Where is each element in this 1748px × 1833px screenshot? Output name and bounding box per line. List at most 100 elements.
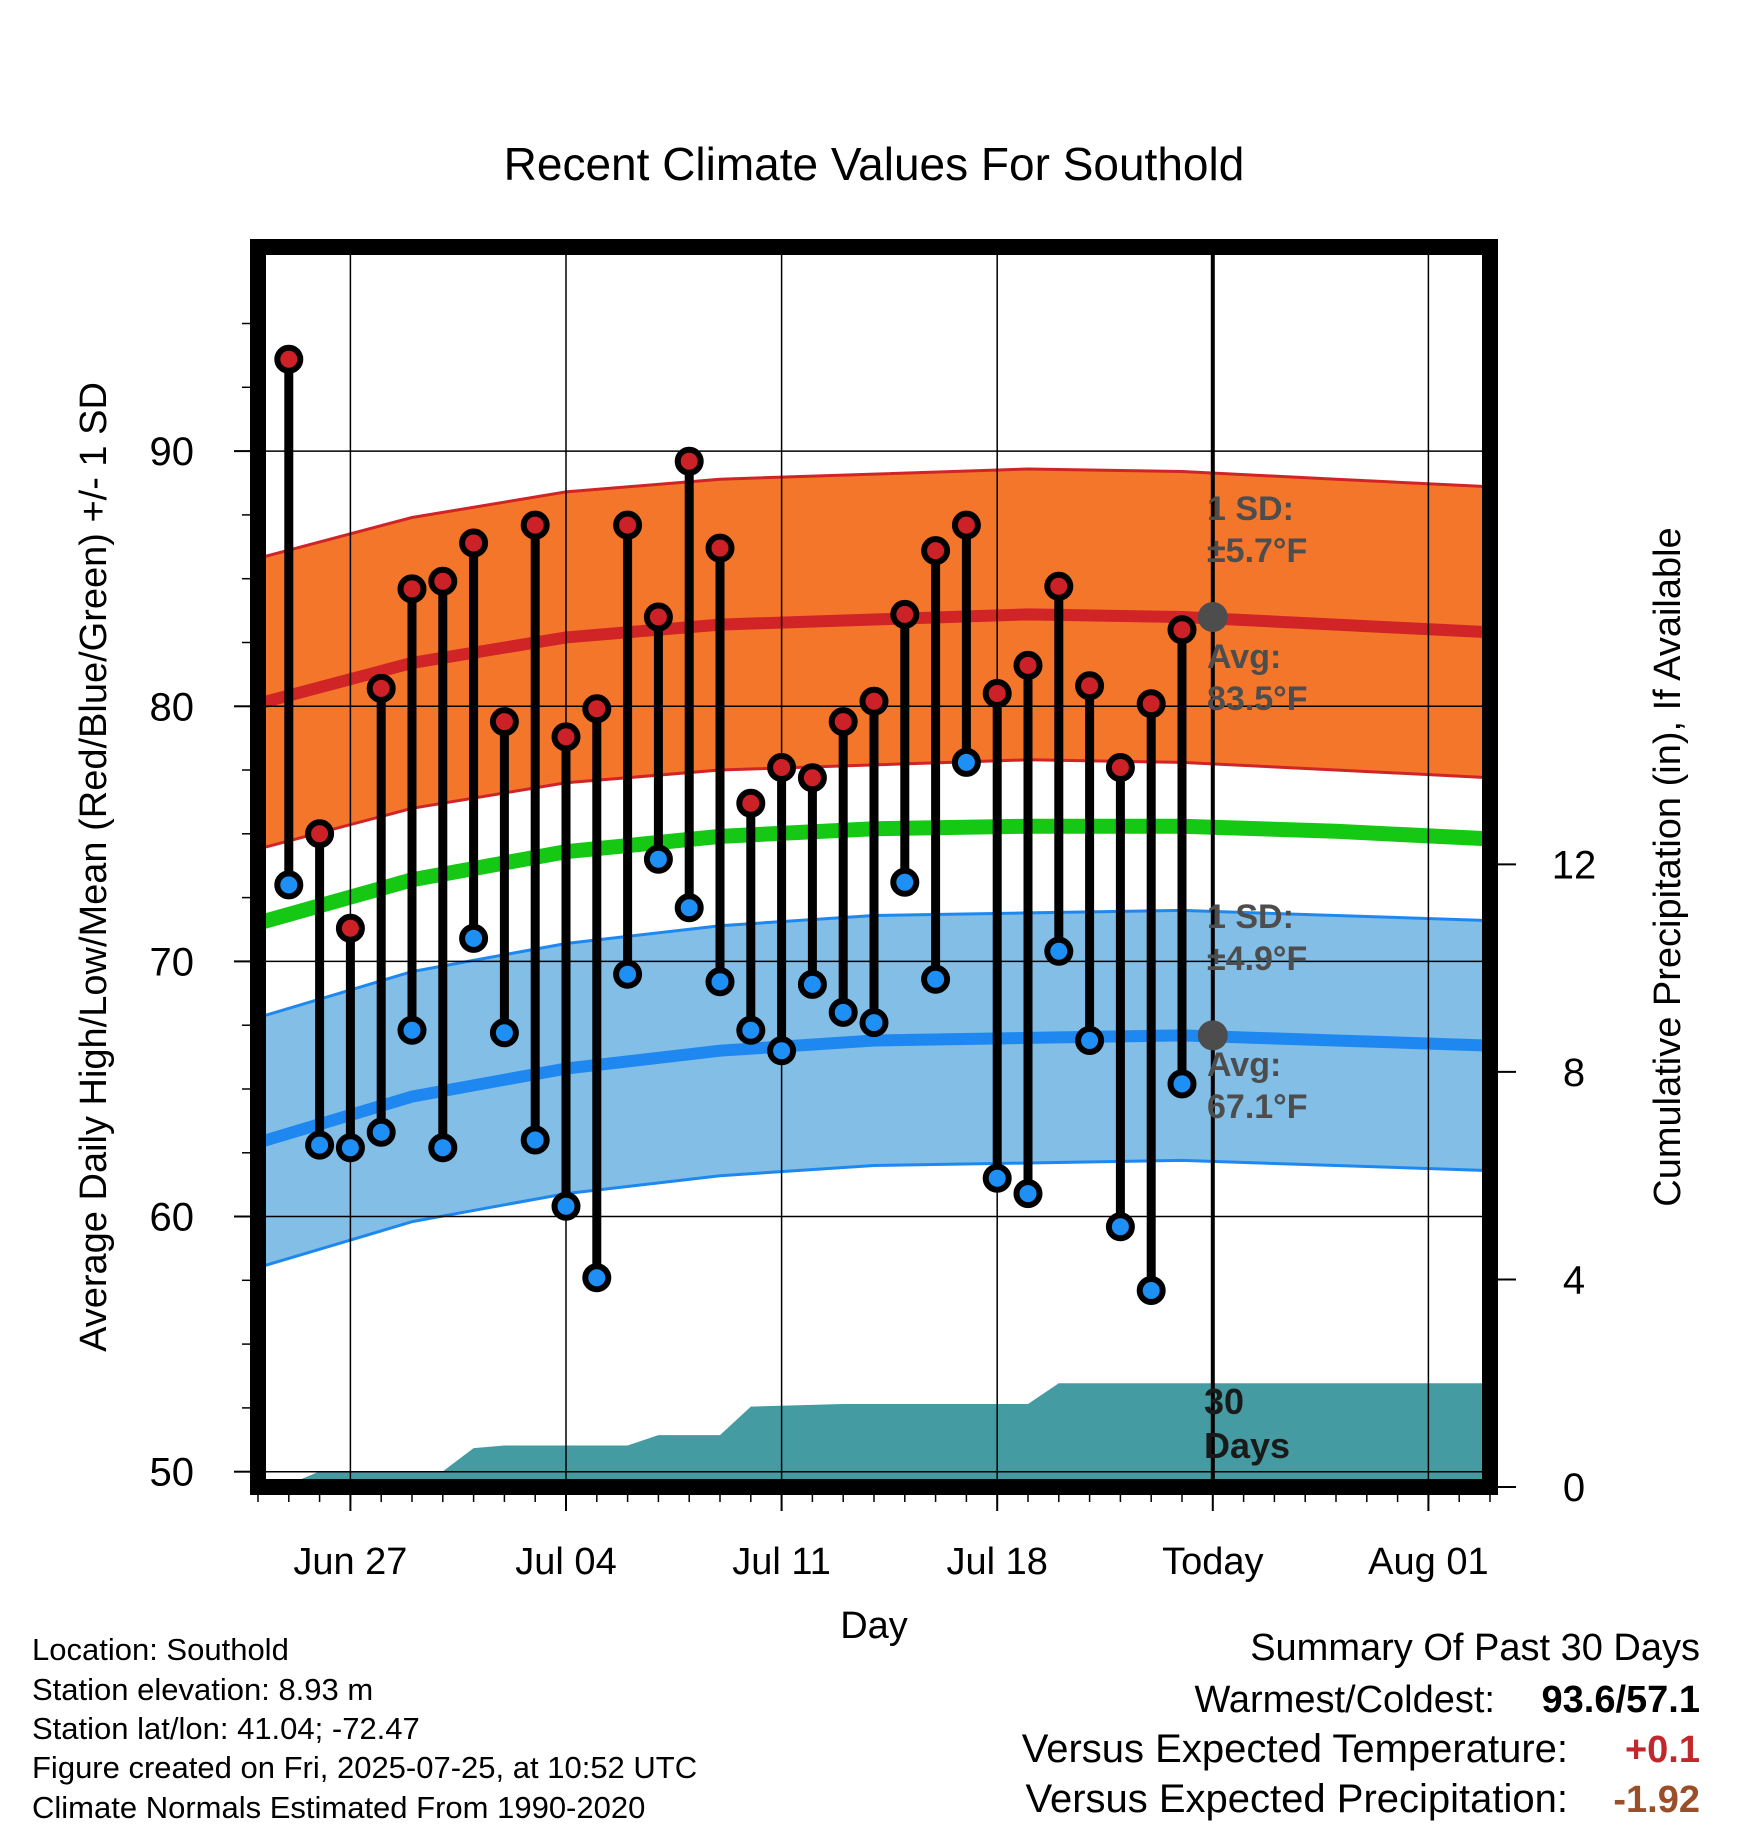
band-annotations: 1 SD: ±5.7°F Avg: 83.5°F 1 SD: ±4.9°F Av… [1204, 490, 1308, 1466]
today-avg-low-dot [1197, 1020, 1228, 1051]
daily-high-marker [489, 707, 519, 737]
daily-high-marker [951, 510, 981, 540]
high-avg-label: Avg: [1207, 638, 1281, 676]
daily-low-marker [859, 1008, 889, 1038]
daily-high-marker [859, 686, 889, 716]
summary-slash: / [1615, 1679, 1626, 1721]
left-y-axis-ticks: 50 60 70 80 90 [150, 322, 250, 1495]
summary-warmest-coldest: 93.6/57.1 [1542, 1679, 1701, 1721]
daily-high-marker [428, 566, 458, 596]
daily-high-marker [613, 510, 643, 540]
summary-precip-label: Versus Expected Precipitation: [1025, 1777, 1568, 1821]
low-sd-label: 1 SD: [1207, 898, 1294, 936]
info-normals: Climate Normals Estimated From 1990-2020 [32, 1790, 645, 1825]
station-info: Location: Southold Station elevation: 8.… [32, 1632, 697, 1825]
daily-high-marker [274, 344, 304, 374]
daily-low-marker [459, 923, 489, 953]
high-sd-value: ±5.7°F [1207, 532, 1307, 570]
summary-precip-value: -1.92 [1613, 1779, 1700, 1821]
daily-low-marker [643, 844, 673, 874]
low-avg-value: 67.1°F [1207, 1088, 1308, 1126]
high-band-upper-edge [257, 467, 1491, 560]
daily-low-marker [551, 1191, 581, 1221]
daily-high-marker [520, 510, 550, 540]
daily-low-marker [1105, 1212, 1135, 1242]
daily-high-marker [921, 536, 951, 566]
daily-high-marker [1105, 753, 1135, 782]
daily-high-marker [1044, 571, 1074, 601]
daily-low-marker [1136, 1276, 1166, 1305]
low-band-lower-edge [257, 1158, 1491, 1270]
summary-temp-value: +0.1 [1625, 1729, 1700, 1771]
daily-low-marker [797, 969, 827, 999]
daily-high-marker [582, 694, 612, 724]
daily-high-marker [1167, 615, 1197, 645]
plot-frame [250, 239, 1498, 1495]
daily-low-marker [520, 1125, 550, 1155]
daily-high-marker [1136, 689, 1166, 719]
summary-panel: Summary Of Past 30 Days Warmest/Coldest:… [1022, 1627, 1700, 1821]
today-avg-high-dot [1197, 602, 1228, 632]
left-tick-label: 60 [150, 1196, 195, 1240]
low-avg-label: Avg: [1207, 1046, 1281, 1084]
daily-range-stems [284, 359, 1187, 1291]
daily-high-marker [366, 673, 396, 703]
daily-high-marker [705, 533, 735, 563]
summary-coldest-value: 57.1 [1626, 1679, 1700, 1721]
x-tick-label: Jul 11 [732, 1541, 831, 1583]
high-sd-label: 1 SD: [1207, 490, 1294, 528]
daily-high-marker [643, 602, 673, 632]
daily-low-marker [921, 964, 951, 994]
daily-high-marker [736, 788, 766, 818]
daily-low-marker [890, 867, 920, 897]
daily-high-marker [767, 753, 797, 782]
daily-low-marker [828, 997, 858, 1027]
daily-low-marker [1167, 1069, 1197, 1099]
daily-low-marker [274, 870, 304, 900]
days-label-word: Days [1204, 1425, 1290, 1466]
chart-title: Recent Climate Values For Southold [504, 138, 1245, 190]
avg-low-line [256, 1029, 1491, 1149]
today-marker-layer [1197, 247, 1228, 1487]
days-label-number: 30 [1204, 1381, 1244, 1422]
daily-low-marker [1044, 936, 1074, 966]
info-latlon: Station lat/lon: 41.04; -72.47 [32, 1711, 420, 1746]
daily-low-marker [582, 1263, 612, 1293]
right-tick-label: 0 [1563, 1466, 1585, 1510]
info-elevation: Station elevation: 8.93 m [32, 1672, 373, 1707]
daily-high-marker [797, 763, 827, 793]
left-tick-label: 80 [150, 685, 195, 729]
daily-low-marker [428, 1133, 458, 1163]
left-tick-label: 70 [150, 940, 195, 984]
daily-low-marker [613, 959, 643, 989]
x-tick-label: Today [1162, 1541, 1263, 1583]
right-tick-label: 4 [1563, 1259, 1585, 1303]
daily-low-marker [397, 1015, 427, 1045]
summary-temp-label: Versus Expected Temperature: [1022, 1727, 1568, 1771]
x-tick-label: Jun 27 [293, 1541, 407, 1583]
daily-low-marker [366, 1117, 396, 1147]
daily-low-marker [1013, 1179, 1043, 1209]
x-tick-label: Jul 04 [515, 1541, 616, 1583]
x-axis-label: Day [840, 1605, 908, 1647]
right-y-axis-label: Cumulative Precipitation (in), If Availa… [1647, 527, 1689, 1206]
daily-high-marker [890, 599, 920, 629]
daily-low-marker [305, 1130, 335, 1160]
daily-low-marker [335, 1133, 365, 1163]
daily-markers [274, 344, 1197, 1305]
daily-high-marker [1013, 650, 1043, 680]
x-tick-label: Jul 18 [946, 1541, 1047, 1583]
daily-low-marker [1075, 1026, 1105, 1055]
left-tick-label: 50 [150, 1451, 195, 1495]
daily-low-marker [705, 967, 735, 997]
daily-low-marker [489, 1018, 519, 1048]
daily-high-marker [828, 707, 858, 737]
right-tick-label: 12 [1552, 843, 1597, 887]
summary-warmest-value: 93.6 [1542, 1679, 1616, 1721]
right-tick-label: 8 [1563, 1051, 1585, 1095]
avg-high-line [256, 608, 1491, 710]
daily-high-marker [459, 528, 489, 558]
daily-low-marker [982, 1163, 1012, 1193]
